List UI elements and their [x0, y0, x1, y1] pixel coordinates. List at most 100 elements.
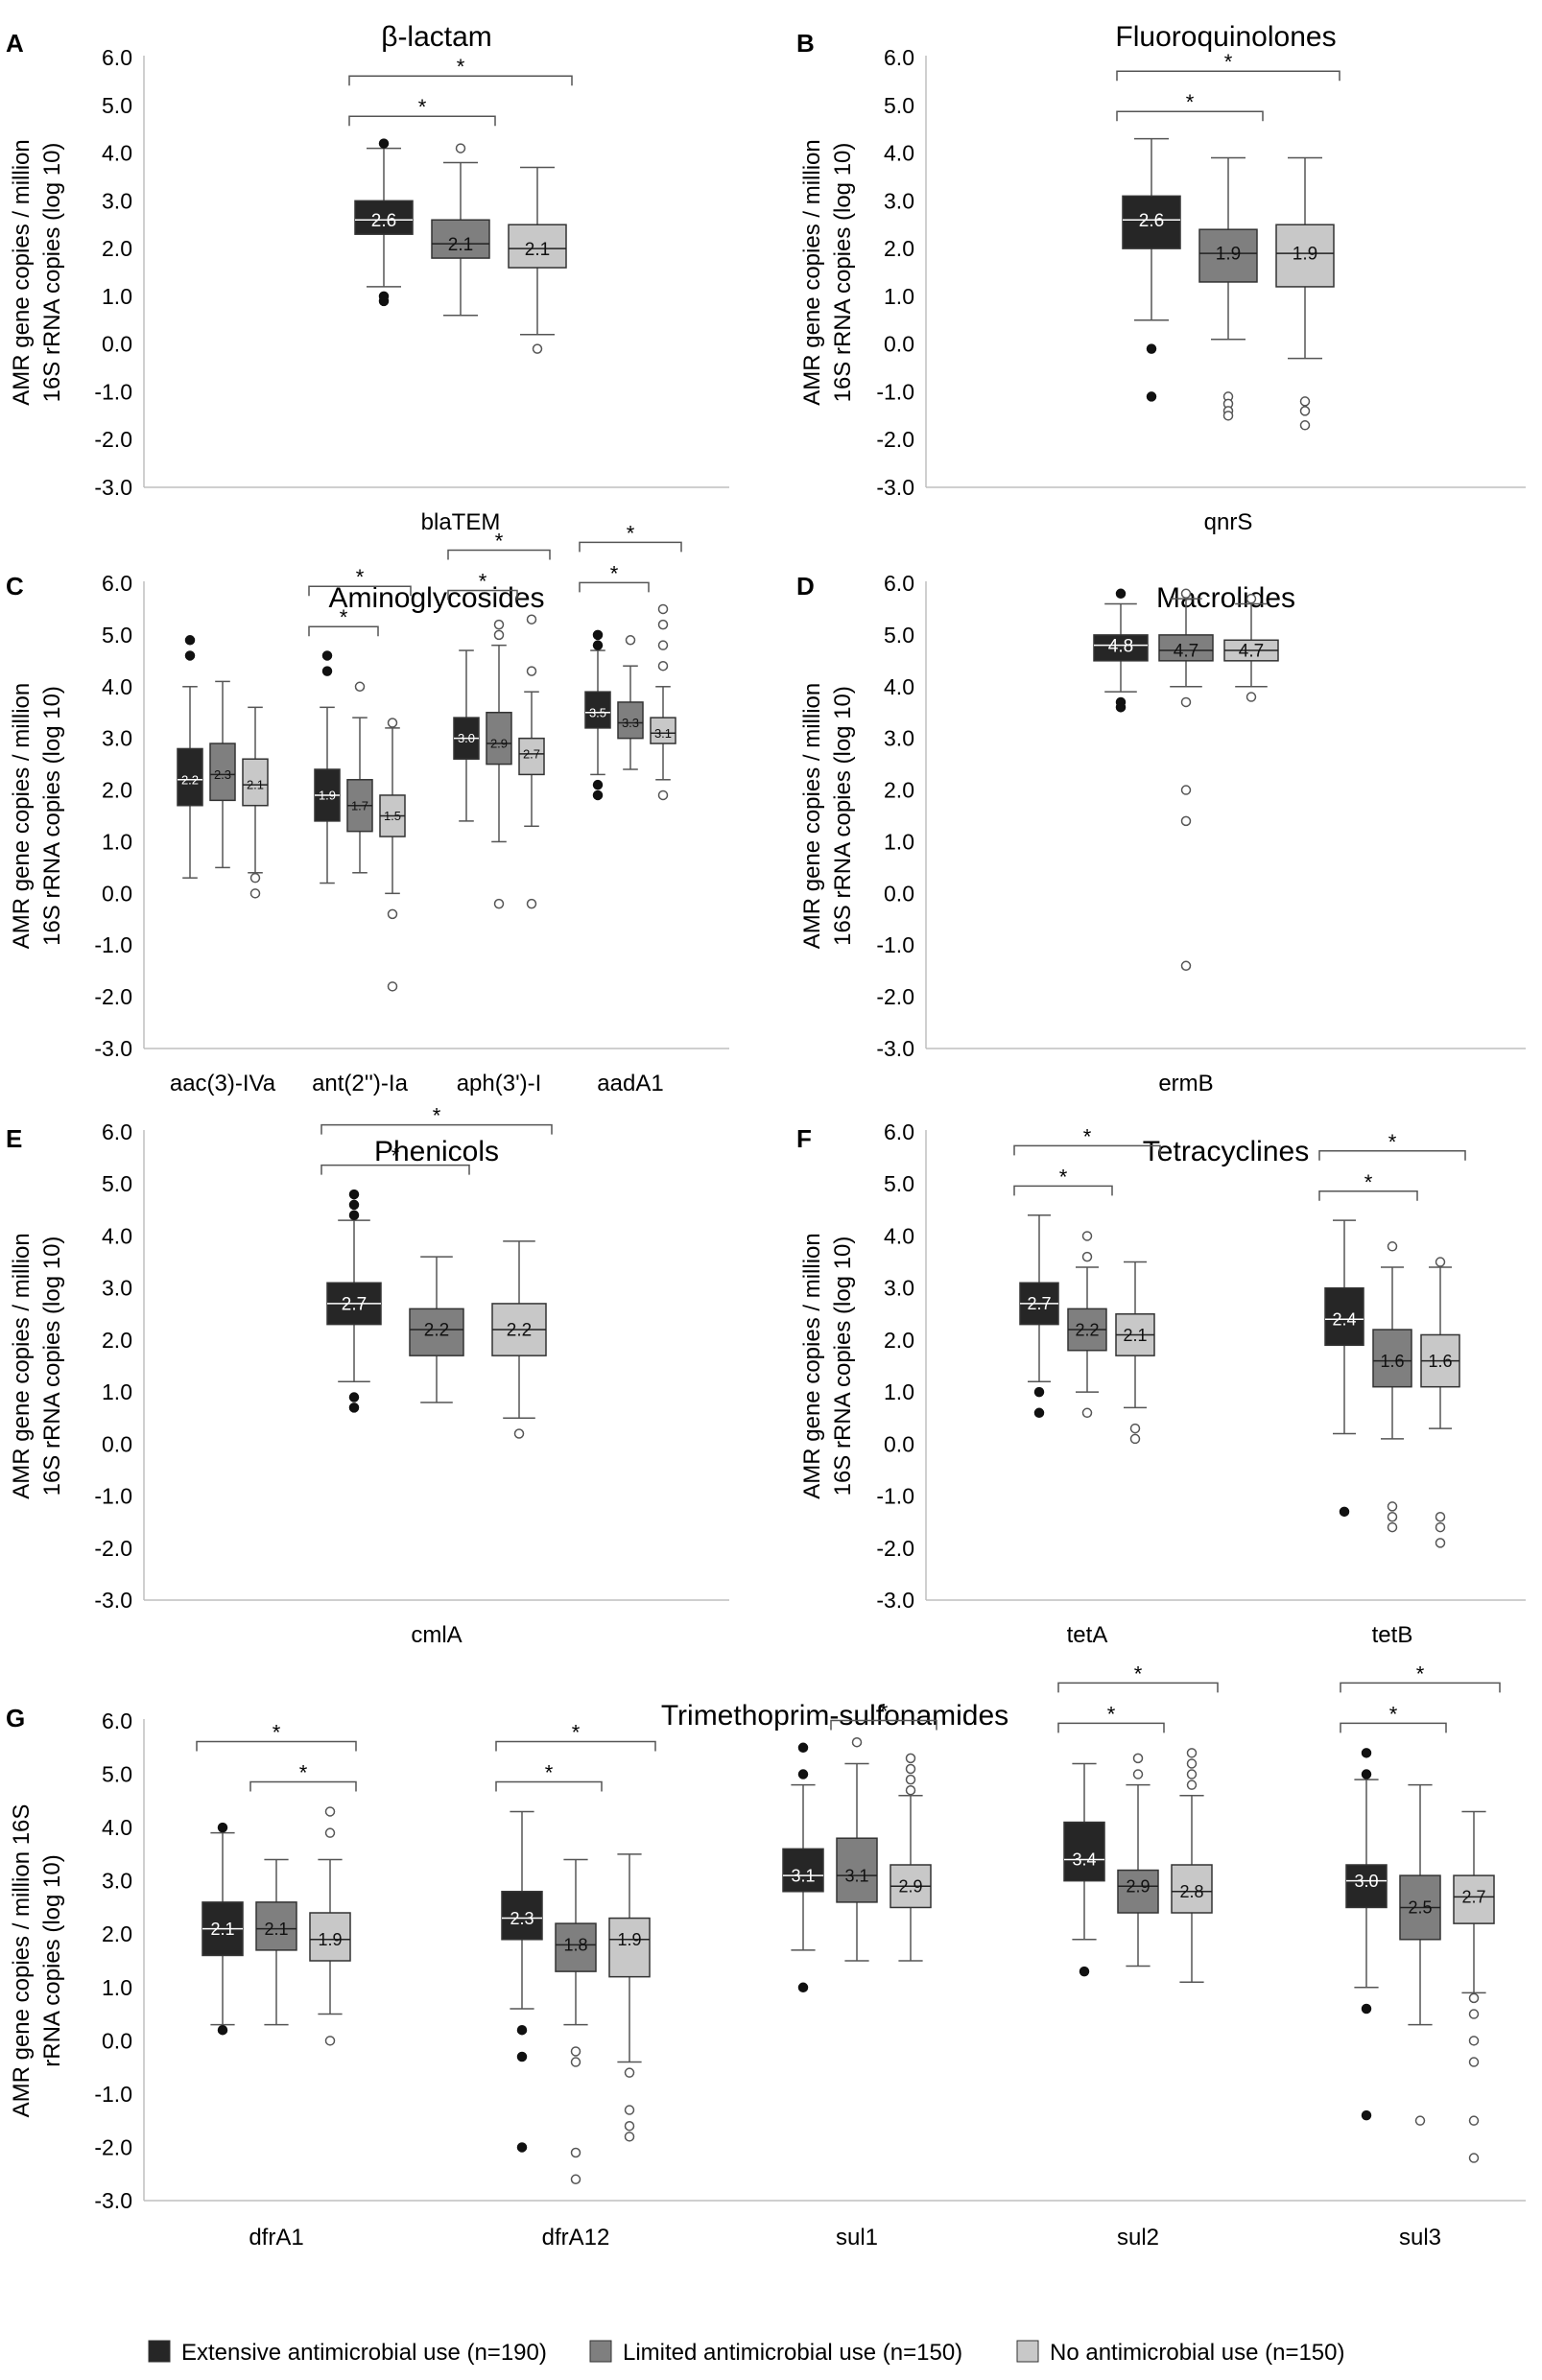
outlier-point — [624, 2120, 635, 2132]
median-label: 3.0 — [1354, 1872, 1378, 1891]
median-label: 2.6 — [1139, 211, 1164, 231]
outlier-point — [1180, 588, 1192, 600]
significance-bracket: * — [1116, 90, 1264, 122]
outlier-point — [1186, 1779, 1198, 1790]
y-tick-label: 1.0 — [102, 1975, 132, 2000]
significance-star: * — [273, 1720, 281, 1744]
box-extensive — [1345, 1864, 1388, 1909]
category-dfra12: dfrA12 2.3 1.8 1.9 * * — [495, 1720, 656, 2250]
median-label: 2.7 — [1461, 1888, 1485, 1907]
panel-letter: A — [6, 29, 24, 58]
outlier-point — [324, 1827, 336, 1838]
outlier-point — [387, 908, 398, 920]
median-label: 2.7 — [1027, 1294, 1051, 1313]
y-tick-label: 4.0 — [884, 674, 914, 699]
category-label: aph(3')-I — [457, 1071, 542, 1096]
median-label: 2.4 — [1332, 1310, 1356, 1330]
legend-label: No antimicrobial use (n=150) — [1050, 2340, 1345, 2366]
y-tick-label: 1.0 — [884, 829, 914, 854]
significance-bracket: * — [308, 565, 412, 597]
bracket-line — [249, 1780, 357, 1792]
bracket-line — [495, 1740, 656, 1752]
outlier-point — [1468, 2153, 1480, 2163]
significance-bracket: * — [348, 95, 496, 127]
y-tick-label: -1.0 — [94, 1484, 132, 1509]
outlier-point — [1387, 1241, 1398, 1252]
category-label: aadA1 — [597, 1071, 663, 1096]
median-label: 3.3 — [622, 716, 639, 730]
y-tick-label: 5.0 — [102, 93, 132, 118]
outlier-point — [1468, 2036, 1480, 2046]
outlier-point — [1361, 1769, 1372, 1779]
outlier-point — [1079, 1966, 1090, 1977]
median-label: 2.5 — [1408, 1898, 1432, 1918]
y-tick-label: -2.0 — [876, 984, 914, 1009]
outlier-point — [1299, 420, 1311, 431]
outlier-point — [905, 1784, 916, 1796]
outlier-point — [1387, 1501, 1398, 1512]
median-label: 2.9 — [1126, 1877, 1150, 1897]
box-none — [518, 737, 545, 776]
median-label: 4.7 — [1239, 642, 1264, 662]
bracket-line — [579, 581, 650, 593]
y-tick-label: -3.0 — [94, 1036, 132, 1061]
box-limited — [836, 1837, 878, 1903]
panel-title: Fluoroquinolones — [1115, 21, 1336, 53]
median-label: 2.1 — [247, 778, 264, 792]
outlier-point — [1435, 1511, 1446, 1522]
median-label: 4.8 — [1108, 636, 1133, 656]
significance-bracket: * — [1116, 50, 1340, 82]
bracket-line — [196, 1740, 357, 1752]
significance-bracket: * — [830, 1700, 937, 1731]
outlier-point — [455, 143, 466, 153]
significance-star: * — [545, 1760, 554, 1784]
box-extensive — [354, 200, 414, 235]
y-tick-label: -1.0 — [94, 932, 132, 957]
box-limited — [209, 742, 236, 802]
y-tick-label: 3.0 — [884, 726, 914, 751]
significance-star: * — [457, 55, 465, 79]
box-limited — [431, 219, 490, 259]
box-limited — [1372, 1329, 1412, 1388]
category-sul3: sul3 3.0 2.5 2.7 * * — [1340, 1661, 1501, 2250]
outlier-point — [657, 660, 669, 672]
y-tick-label: 5.0 — [102, 1762, 132, 1787]
bracket-line — [308, 585, 412, 597]
significance-star: * — [299, 1760, 308, 1784]
y-tick-label: 1.0 — [102, 829, 132, 854]
y-tick-label: 5.0 — [102, 623, 132, 648]
category-cmla: cmlA 2.7 2.2 2.2 * * — [320, 1104, 553, 1648]
outlier-point — [387, 981, 398, 992]
median-label: 3.5 — [589, 705, 606, 719]
y-tick-label: -2.0 — [94, 1536, 132, 1561]
category-ermb: ermB 4.8 4.7 4.7 — [1093, 588, 1279, 1096]
bracket-line — [320, 1123, 553, 1135]
median-label: 2.9 — [898, 1877, 922, 1897]
y-tick-label: 3.0 — [102, 1276, 132, 1301]
y-axis-label: AMR gene copies / million — [9, 139, 35, 405]
significance-bracket: * — [1013, 1165, 1113, 1196]
median-label: 1.9 — [1216, 245, 1241, 265]
outlier-point — [657, 619, 669, 630]
outlier-point — [592, 789, 604, 801]
panel-letter: D — [796, 572, 815, 601]
panel-e: E Phenicols 6.0 5.0 4.0 3.0 2.0 1.0 0.0 -1.0 -2.0 -… — [6, 1104, 729, 1648]
y-tick-label: -2.0 — [876, 1536, 914, 1561]
outlier-point — [624, 2105, 635, 2115]
outlier-point — [1132, 1753, 1144, 1764]
y-tick-label: 3.0 — [102, 1869, 132, 1894]
median-label: 2.2 — [424, 1321, 449, 1341]
outlier-point — [249, 888, 261, 899]
median-label: 2.3 — [214, 767, 231, 782]
box-limited — [255, 1901, 297, 1951]
median-label: 3.1 — [844, 1866, 868, 1885]
category-tetb: tetB 2.4 1.6 1.6 * * — [1318, 1130, 1466, 1648]
significance-bracket: * — [1340, 1661, 1501, 1693]
category-teta: tetA 2.7 2.2 2.1 * * — [1013, 1124, 1161, 1648]
outlier-point — [797, 1982, 809, 1993]
panel-title: Tetracyclines — [1143, 1136, 1309, 1167]
y-tick-label: 4.0 — [102, 141, 132, 166]
y-tick-label: 5.0 — [884, 93, 914, 118]
category-label: blaTEM — [421, 509, 501, 535]
y-tick-label: 6.0 — [102, 45, 132, 70]
